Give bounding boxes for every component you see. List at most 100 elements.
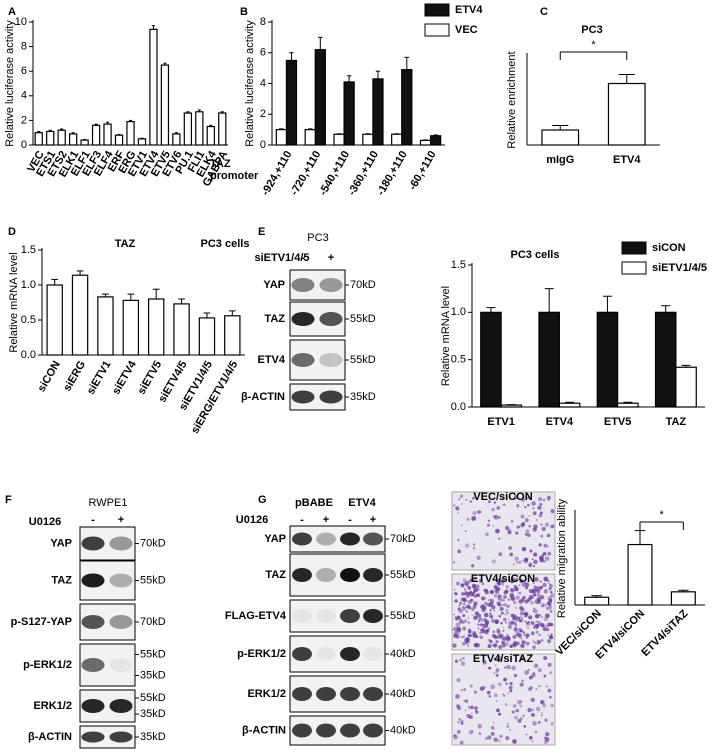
cell	[549, 605, 553, 609]
cell	[458, 608, 464, 614]
bar	[627, 543, 653, 606]
cell	[469, 578, 473, 582]
cell	[521, 547, 526, 551]
y-tick-label: 0.0	[21, 349, 36, 361]
y-tick-label: 2	[260, 108, 266, 120]
cell	[471, 712, 473, 714]
blot-band	[340, 723, 360, 738]
cell	[460, 719, 464, 724]
cell	[532, 721, 537, 726]
cell	[453, 613, 455, 616]
bar	[584, 596, 610, 606]
cell	[509, 552, 513, 557]
cell	[533, 559, 538, 565]
cell	[546, 639, 552, 644]
cell	[515, 577, 519, 581]
cell	[502, 497, 505, 500]
cell	[535, 620, 538, 623]
y-tick-label: 8	[21, 41, 27, 53]
cell	[505, 736, 510, 741]
cell	[512, 600, 517, 605]
cell	[499, 633, 504, 638]
cell	[489, 598, 495, 604]
cell	[523, 631, 526, 634]
cell	[515, 595, 520, 600]
cell	[469, 684, 473, 688]
cell	[526, 533, 531, 537]
cell	[483, 588, 487, 593]
cell	[462, 598, 468, 603]
cell	[525, 529, 530, 534]
cell	[502, 636, 508, 641]
cell	[501, 643, 506, 648]
blot-title: PC3	[307, 232, 328, 244]
cell	[505, 585, 510, 589]
cell	[472, 579, 476, 582]
cell	[498, 682, 502, 687]
blot-row-label: TAZ	[264, 313, 285, 325]
cell	[470, 705, 474, 710]
cell	[504, 621, 507, 624]
blot-band	[109, 536, 133, 551]
bar	[114, 134, 124, 146]
blot-band	[316, 568, 336, 582]
cell	[526, 627, 530, 630]
cell	[506, 604, 510, 609]
cell	[515, 708, 519, 713]
cell	[519, 605, 524, 610]
cell	[493, 737, 498, 742]
cell	[543, 577, 548, 582]
bar	[137, 138, 147, 146]
cell	[533, 607, 535, 610]
cell	[519, 656, 525, 661]
cell	[527, 707, 532, 713]
cell	[498, 516, 501, 519]
cell	[503, 677, 508, 682]
legend-label: siCON	[652, 242, 686, 254]
cell	[504, 612, 508, 616]
cell	[528, 515, 531, 517]
blot-band	[316, 647, 336, 661]
chart-title: PC3 cells	[511, 249, 560, 261]
cell	[532, 527, 537, 532]
bar	[122, 299, 140, 356]
cell	[531, 740, 534, 743]
cell	[546, 545, 549, 548]
cell	[453, 734, 459, 740]
cell	[500, 611, 504, 615]
cell	[460, 524, 463, 527]
cell	[532, 630, 534, 633]
cell	[522, 596, 526, 599]
cell	[521, 546, 527, 552]
cell	[545, 732, 550, 737]
cell	[460, 661, 466, 666]
cell	[507, 530, 512, 535]
cell	[467, 705, 472, 710]
cell	[492, 630, 496, 634]
cell	[496, 620, 498, 622]
blot-band	[292, 647, 312, 661]
blot-treatment: siETV1/4/5	[254, 252, 309, 264]
cell	[467, 605, 472, 610]
cell	[456, 626, 462, 632]
size-marker: 55kD	[350, 313, 376, 325]
cell	[521, 559, 524, 562]
cell	[536, 639, 539, 642]
blot-band	[363, 647, 383, 661]
blot-treatment: U0126	[29, 516, 61, 528]
cell	[543, 576, 549, 582]
bar	[362, 133, 374, 146]
cell	[464, 699, 469, 703]
blot-row-label: p-S127-YAP	[11, 616, 72, 628]
x-tick-label: ETV5	[604, 416, 632, 428]
cell	[498, 712, 502, 716]
cell	[492, 515, 496, 518]
bar	[333, 133, 345, 146]
cell	[538, 543, 542, 547]
cell	[476, 555, 481, 560]
cell	[473, 587, 478, 593]
cell	[490, 615, 494, 619]
blot-band	[81, 536, 105, 551]
bar	[419, 139, 432, 146]
